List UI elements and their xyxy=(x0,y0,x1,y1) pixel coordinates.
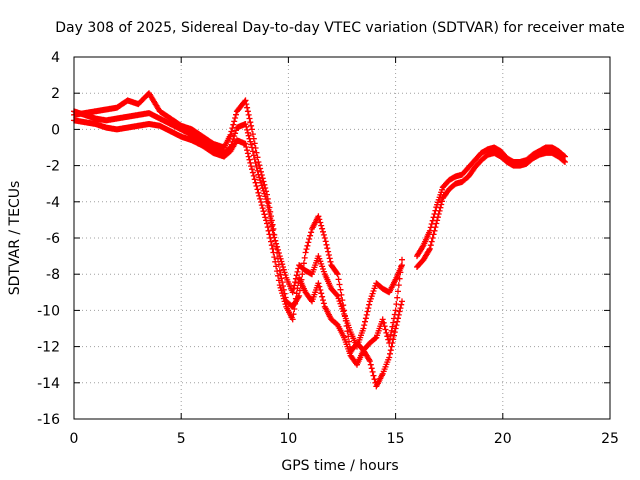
y-tick-label: -4 xyxy=(46,195,60,211)
x-tick-label: 0 xyxy=(70,431,79,447)
chart-title: Day 308 of 2025, Sidereal Day-to-day VTE… xyxy=(55,20,625,36)
y-tick-labels: -16 -14 -12 -10 -8 -6 -4 -2 0 2 4 xyxy=(37,50,60,428)
series-points xyxy=(414,144,568,260)
x-axis-label: GPS time / hours xyxy=(281,458,398,474)
x-tick-label: 20 xyxy=(494,431,512,447)
y-tick-label: -14 xyxy=(37,376,60,392)
series-points xyxy=(71,108,405,350)
y-tick-label: 2 xyxy=(51,86,60,102)
y-tick-label: -10 xyxy=(37,303,60,319)
x-tick-label: 25 xyxy=(601,431,619,447)
y-tick-label: -2 xyxy=(46,159,60,175)
y-tick-label: 0 xyxy=(51,122,60,138)
y-tick-label: -16 xyxy=(37,412,60,428)
grid-lines xyxy=(74,57,610,419)
series-points xyxy=(414,149,568,270)
x-tick-label: 15 xyxy=(387,431,405,447)
y-tick-label: -12 xyxy=(37,340,60,356)
y-tick-label: 4 xyxy=(51,50,60,66)
y-tick-label: -6 xyxy=(46,231,60,247)
y-axis-label: SDTVAR / TECUs xyxy=(7,181,23,296)
x-tick-labels: 0 5 10 15 20 25 xyxy=(70,431,619,447)
x-tick-label: 10 xyxy=(279,431,297,447)
axis-ticks xyxy=(73,56,611,420)
data-points xyxy=(71,90,568,390)
y-tick-label: -8 xyxy=(46,267,60,283)
x-tick-label: 5 xyxy=(177,431,186,447)
